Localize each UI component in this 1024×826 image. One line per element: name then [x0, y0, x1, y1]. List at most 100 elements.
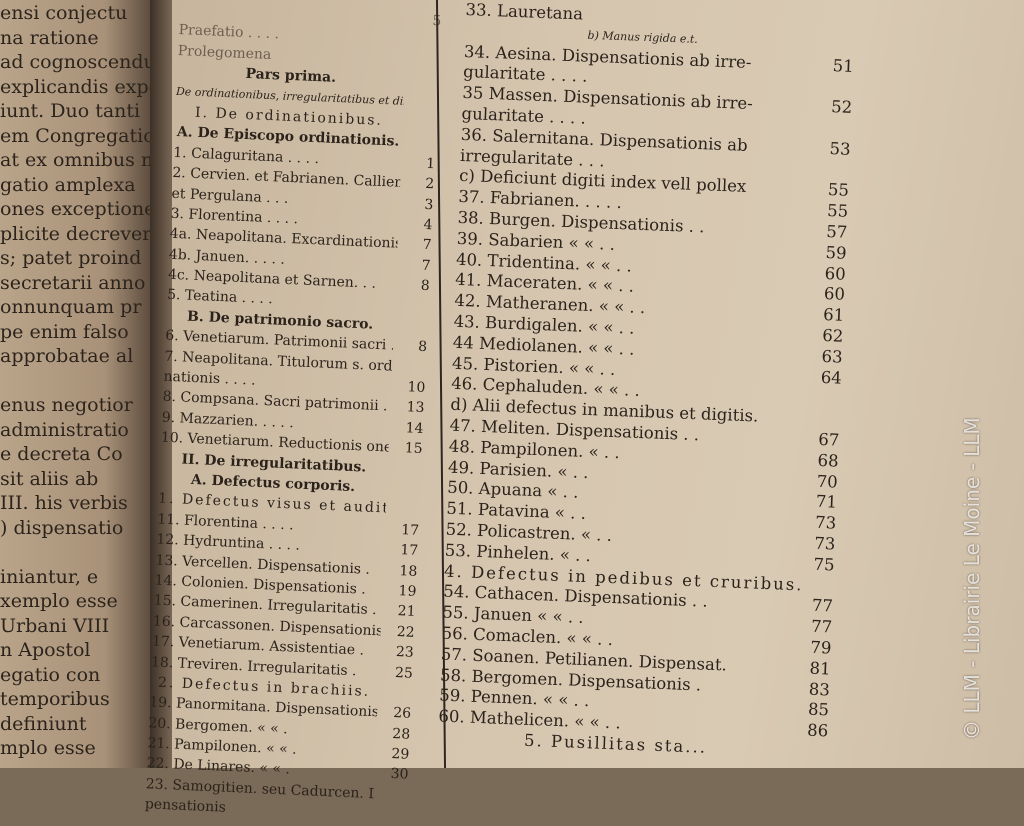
- entry-page-number: [372, 818, 406, 819]
- entry-page-number: 55: [826, 201, 849, 221]
- entry-page-number: 60: [824, 263, 847, 284]
- entry-page-number: [800, 590, 834, 591]
- left-page-line: at ex omnibus n: [0, 149, 150, 171]
- entry-page-number: 53: [829, 138, 851, 159]
- entry-page-number: 86: [806, 720, 829, 741]
- entry-page-number: 61: [822, 305, 845, 325]
- entry-page-number: 21: [397, 603, 416, 621]
- left-page-line: pe enim falso: [0, 320, 129, 343]
- entry-page-number: 7: [422, 237, 432, 254]
- entry-page-number: [394, 330, 428, 331]
- entry-page-number: 79: [810, 637, 832, 658]
- entry-page-number: [392, 370, 426, 371]
- left-page-line: administratio: [0, 418, 129, 441]
- entry-page-number: 22: [396, 623, 415, 641]
- entry-page-number: [404, 104, 438, 105]
- left-page-line: approbatae al: [0, 345, 134, 367]
- right-page: [172, 0, 1024, 768]
- entry-page-number: [405, 85, 439, 86]
- entry-page-number: 68: [817, 450, 839, 471]
- left-page-line: gatio amplexa: [0, 173, 136, 196]
- left-page-line: e decreta Co: [0, 443, 123, 465]
- entry-page-number: [806, 424, 840, 425]
- entry-page-number: 77: [811, 596, 834, 616]
- left-page-line: definiunt: [0, 712, 87, 735]
- left-page-line: explicandis expo: [0, 75, 150, 98]
- entry-page-number: 2: [424, 176, 435, 193]
- left-page-line: ones exceptione: [0, 198, 150, 220]
- entry-page-number: 14: [405, 420, 424, 437]
- entry-page-number: 81: [809, 658, 831, 679]
- entry-page-number: 55: [827, 180, 850, 201]
- entry-page-number: [819, 91, 853, 92]
- entry-page-number: 13: [406, 399, 425, 417]
- entry-page-number: 67: [818, 429, 840, 450]
- left-page-line: s; patet proind: [0, 247, 142, 269]
- entry-page-number: [403, 126, 437, 127]
- left-page-line: ) dispensatio: [0, 516, 124, 539]
- entry-page-number: 30: [390, 766, 409, 784]
- left-page-line: em Congregatio: [0, 124, 150, 147]
- entry-page-number: 77: [810, 616, 833, 637]
- entry-page-number: 60: [823, 284, 846, 305]
- entry-page-number: 10: [407, 379, 426, 397]
- entry-page-number: 73: [814, 512, 837, 533]
- entry-page-number: [395, 309, 429, 310]
- left-page-line: mplo esse: [0, 737, 96, 759]
- index-column-right: 33. Lauretana b) Manus rigida e.t. 34. Aes…: [437, 0, 855, 763]
- left-page-line: ad cognoscendum: [0, 51, 150, 73]
- left-page-line: xemplo esse: [0, 590, 118, 612]
- entry-page-number: 3: [424, 196, 434, 213]
- entry-page-number: 73: [814, 533, 836, 554]
- left-page-line: plicite decreverit: [0, 222, 150, 245]
- entry-page-number: [406, 44, 440, 45]
- left-page-line: [0, 541, 150, 563]
- left-page-line: enus negotior: [0, 394, 133, 416]
- entry-page-number: [793, 756, 827, 757]
- entry-page-number: 51: [832, 55, 855, 76]
- left-page-line: temporibus: [0, 688, 110, 710]
- entry-page-number: 8: [417, 338, 428, 356]
- left-page-line: sit aliis ab: [0, 467, 99, 490]
- left-page-line: ensi conjectu: [0, 2, 128, 24]
- left-page-line: [0, 370, 150, 392]
- entry-page-number: 19: [398, 583, 417, 600]
- entry-page-number: 18: [399, 562, 418, 580]
- entry-page-number: [373, 798, 407, 799]
- entry-page-number: 62: [822, 325, 844, 346]
- entry-page-number: 85: [807, 699, 830, 720]
- entry-page-number: [387, 492, 421, 493]
- entry-page-number: [402, 146, 436, 147]
- entry-page-number: [817, 133, 851, 134]
- entry-page-number: 64: [820, 367, 843, 388]
- entry-page-number: 7: [421, 257, 431, 274]
- entry-page-number: 17: [400, 521, 420, 539]
- entry-page-number: 26: [392, 705, 412, 723]
- entry-page-number: 28: [392, 725, 411, 743]
- entry-page-number: 8: [420, 277, 431, 295]
- left-page-line: iniantur, e: [0, 565, 99, 588]
- left-page-line: III. his verbis: [0, 492, 128, 514]
- entry-page-number: 83: [808, 679, 831, 699]
- entry-page-number: 59: [825, 242, 847, 263]
- entry-page-number: 1: [425, 155, 436, 173]
- left-page-line: na ratione: [0, 26, 99, 49]
- entry-page-number: 75: [813, 554, 835, 575]
- left-page-line: secretarii anno: [0, 271, 146, 294]
- left-page-line: Urbani VIII: [0, 614, 110, 637]
- entry-page-number: [378, 696, 412, 697]
- left-page-line: onnunquam pr: [0, 296, 142, 318]
- entry-page-number: 25: [394, 664, 414, 682]
- entry-page-number: [820, 47, 854, 48]
- entry-page-number: [807, 403, 841, 404]
- left-page-line: iunt. Duo tanti: [0, 100, 141, 122]
- entry-page-number: [388, 472, 422, 473]
- left-page-line: n Apostol: [0, 639, 91, 661]
- entry-page-number: 29: [391, 746, 410, 763]
- entry-page-number: [821, 29, 855, 30]
- entry-page-number: [386, 513, 420, 514]
- entry-page-number: 17: [400, 542, 419, 560]
- entry-page-number: 70: [816, 471, 839, 492]
